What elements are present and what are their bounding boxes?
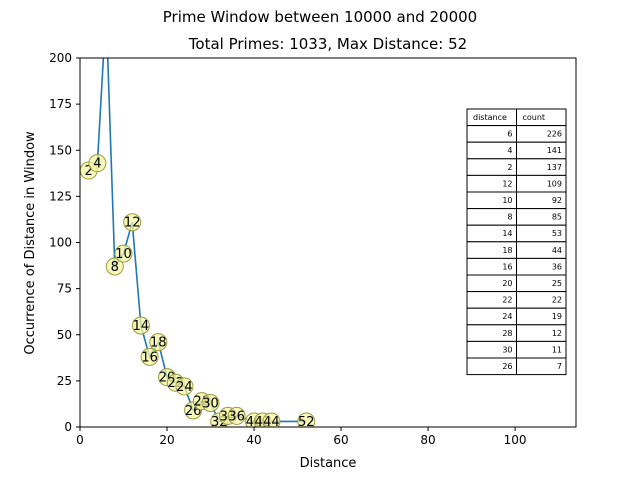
plot-frame	[79, 57, 577, 428]
data-point-label: 14	[133, 319, 150, 334]
data-point-label: 8	[111, 260, 119, 275]
y-tick-label: 50	[57, 328, 72, 342]
data-point-label: 36	[228, 409, 245, 424]
data-point-marker	[175, 377, 194, 396]
table-cell-text: 2	[507, 163, 512, 172]
table-cell-text: 141	[547, 146, 562, 155]
data-point-marker	[140, 347, 159, 366]
table-cell-text: 4	[507, 146, 512, 155]
data-markers: 248101214161820222426283032343640424452	[80, 154, 316, 430]
table-cell-text: 14	[502, 229, 512, 238]
data-point-marker	[131, 316, 150, 335]
table-cell-text: 16	[502, 262, 512, 271]
y-tick-label: 150	[49, 143, 72, 157]
y-tick-label: 100	[49, 236, 72, 250]
table-cell-text: 22	[502, 296, 512, 305]
table-header-text: count	[523, 113, 546, 122]
distance-count-table: distance count 6 226 4 141 2 137 12 109 10 92 8 85 14 5…	[466, 108, 567, 376]
table-header-text: distance	[473, 113, 507, 122]
table-cell	[516, 357, 567, 376]
table-cell-text: 7	[557, 362, 562, 371]
table-cell-text: 92	[552, 196, 562, 205]
data-point-label: 2	[85, 164, 93, 179]
table-cell-text: 8	[507, 213, 512, 222]
table-cell-text: 19	[552, 312, 562, 321]
data-point-marker	[297, 412, 316, 427]
table-cell-text: 10	[502, 196, 512, 205]
table-cell-text: 226	[547, 130, 562, 139]
x-tick-label: 40	[246, 433, 261, 447]
table-cell-text: 12	[502, 179, 512, 188]
data-point-marker	[123, 213, 142, 232]
data-point-marker	[227, 406, 246, 425]
table-cell-text: 28	[502, 329, 512, 338]
data-point-label: 12	[124, 216, 141, 231]
y-tick-label: 125	[49, 189, 72, 203]
y-tick-label: 200	[49, 51, 72, 65]
chart-subtitle: Total Primes: 1033, Max Distance: 52	[188, 35, 467, 53]
y-tick-label: 0	[64, 420, 72, 434]
y-tick-label: 175	[49, 97, 72, 111]
table-cell-text: 6	[507, 130, 512, 139]
data-point-marker	[88, 154, 107, 173]
data-point-label: 16	[141, 350, 158, 365]
data-point-label: 10	[115, 247, 132, 262]
y-axis-label: Occurrence of Distance in Window	[23, 131, 38, 355]
y-axis-ticks: 0 25 50 75 100 125 150 175 200	[49, 51, 80, 434]
data-point-marker	[105, 257, 124, 276]
x-tick-label: 100	[504, 433, 527, 447]
data-point-marker	[114, 244, 133, 263]
table-cell-text: 53	[552, 229, 562, 238]
table-cell-text: 109	[547, 179, 562, 188]
table-cell-text: 11	[552, 345, 562, 354]
table-cell-text: 18	[502, 246, 512, 255]
table-cell-text: 85	[552, 213, 562, 222]
x-axis-ticks: 0 20 40 60 80 100	[76, 427, 527, 447]
table-cell-text: 22	[552, 296, 562, 305]
table-cell-text: 36	[552, 262, 562, 271]
y-tick-label: 75	[57, 282, 72, 296]
x-tick-label: 0	[76, 433, 84, 447]
x-tick-label: 20	[159, 433, 174, 447]
x-tick-label: 80	[420, 433, 435, 447]
x-axis-label: Distance	[300, 456, 357, 471]
data-point-label: 30	[202, 397, 219, 412]
data-point-label: 18	[150, 336, 167, 351]
table-cell-text: 26	[502, 362, 512, 371]
data-point-marker	[201, 394, 220, 413]
data-point-label: 52	[298, 415, 315, 430]
x-tick-label: 60	[333, 433, 348, 447]
y-tick-label: 25	[57, 374, 72, 388]
data-point-label: 44	[263, 415, 280, 430]
table-cell-text: 137	[547, 163, 562, 172]
data-point-label: 24	[176, 380, 193, 395]
table-cell-text: 24	[502, 312, 512, 321]
data-point-label: 4	[93, 157, 101, 172]
data-point-marker	[262, 412, 281, 427]
chart-title: Prime Window between 10000 and 20000	[163, 8, 477, 26]
table-cell-text: 30	[502, 345, 512, 354]
table-cell-text: 25	[552, 279, 562, 288]
table-cell-text: 44	[552, 246, 562, 255]
data-point-marker	[149, 333, 168, 352]
table-cell-text: 12	[552, 329, 562, 338]
table-cell-text: 20	[502, 279, 512, 288]
